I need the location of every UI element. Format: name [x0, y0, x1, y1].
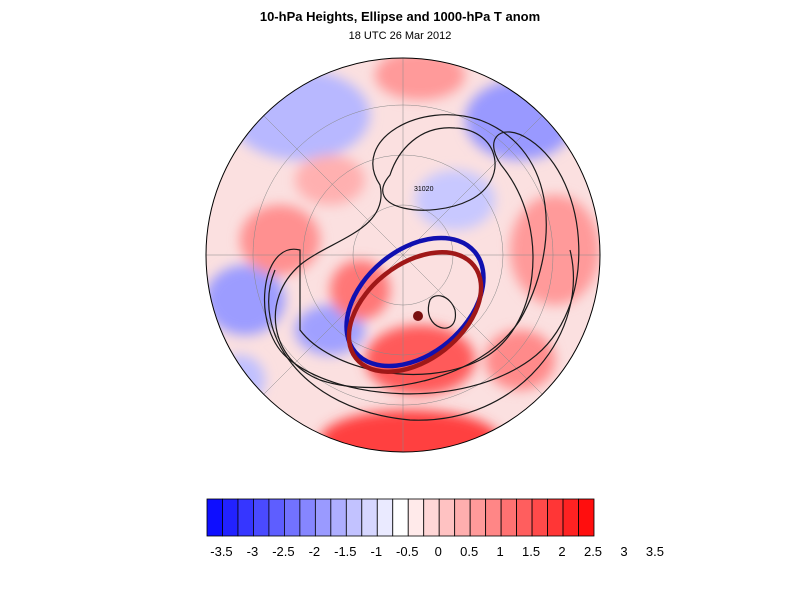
colorbar-tick-label: -3 — [246, 544, 259, 559]
colorbar-tick-label: -1 — [370, 544, 383, 559]
colorbar-cell — [237, 498, 254, 537]
colorbar-cell — [485, 498, 502, 537]
colorbar-cell — [578, 498, 595, 537]
colorbar-cell — [423, 498, 440, 537]
colorbar-cell — [516, 498, 533, 537]
colorbar-tick-label: 2.5 — [583, 544, 603, 559]
colorbar-cell — [253, 498, 270, 537]
colorbar-cell — [500, 498, 517, 537]
map-subtitle: 18 UTC 26 Mar 2012 — [348, 30, 452, 42]
colorbar-cell — [283, 498, 301, 537]
colorbar-cell — [407, 498, 425, 537]
colorbar-cell — [531, 498, 548, 537]
colorbar-tick-label: -1.5 — [334, 544, 357, 559]
ellipse-red — [346, 250, 484, 374]
colorbar-cell — [547, 498, 564, 537]
ellipse-center-marker — [413, 311, 423, 321]
colorbar-cell — [222, 498, 239, 537]
colorbar-tick-label: -2.5 — [272, 544, 295, 559]
colorbar-tick-label: -3.5 — [210, 544, 233, 559]
colorbar-tick-label: 0 — [434, 544, 442, 559]
colorbar-cell — [206, 498, 223, 537]
colorbar-tick-label: 3.5 — [645, 544, 664, 559]
colorbar-tick-label: 1.5 — [522, 544, 541, 559]
colorbar-tick-label: -0.5 — [396, 544, 419, 559]
ellipse-blue — [344, 235, 486, 369]
map-title: 10-hPa Heights, Ellipse and 1000-hPa T a… — [259, 9, 541, 24]
contour-label: 31020 — [414, 186, 434, 193]
colorbar-cell — [376, 498, 394, 537]
colorbar-cell — [392, 498, 409, 537]
colorbar-cell — [299, 498, 316, 537]
colorbar-tick-label: -2 — [308, 544, 321, 559]
colorbar-tick-label: 2 — [558, 544, 566, 559]
colorbar-cell — [330, 498, 347, 537]
globe-outline — [205, 57, 601, 453]
colorbar-cell — [469, 498, 487, 537]
colorbar-cell — [361, 498, 378, 537]
colorbar-cell — [345, 498, 363, 537]
colorbar-cell — [438, 498, 456, 537]
colorbar-cell — [562, 498, 579, 537]
colorbar-cell — [314, 498, 332, 537]
colorbar-cell — [454, 498, 471, 537]
colorbar-tick-label: 0.5 — [460, 544, 479, 559]
colorbar-cell — [268, 498, 285, 537]
height-contours — [263, 114, 580, 421]
colorbar-tick-label: 1 — [496, 544, 504, 559]
colorbar-tick-label: 3 — [620, 544, 628, 559]
